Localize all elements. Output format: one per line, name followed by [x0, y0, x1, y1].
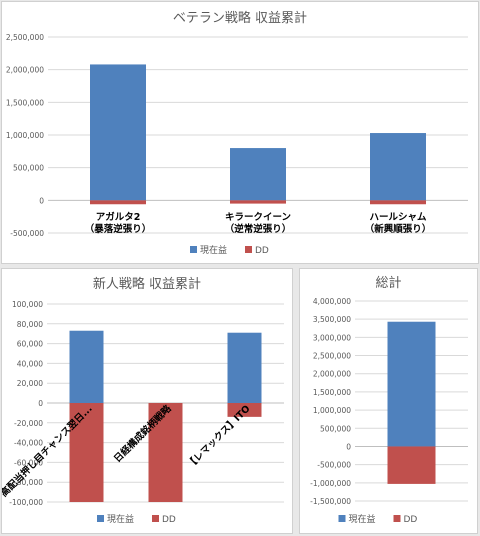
bar-drawdown [69, 403, 104, 502]
y-tick-label: 2,000,000 [6, 66, 44, 75]
legend-label: 現在益 [107, 513, 134, 525]
category-label: （暴落逆張り） [85, 223, 152, 235]
y-tick-label: 3,000,000 [313, 333, 351, 342]
legend-label: DD [162, 515, 176, 525]
chart-panel-rookie: 新人戦略 収益累計 -100,000 -80,000 -60,000 -40,000 -2… [1, 268, 293, 534]
y-tick-label: 100,000 [12, 300, 43, 309]
y-tick-label: 0 [346, 442, 351, 451]
y-tick-label: -20,000 [14, 419, 43, 428]
veteran-chart: ベテラン戦略 収益累計 -500,000 0 500,000 1,000,000 1,50… [6, 10, 468, 256]
y-tick-label: 2,500,000 [313, 352, 351, 361]
bar-drawdown [90, 200, 146, 205]
y-tick-label: -500,000 [10, 229, 44, 238]
category-label: アガルタ2 [96, 211, 141, 223]
y-tick-label: 1,500,000 [6, 98, 44, 107]
legend-swatch [152, 515, 159, 522]
y-tick-label: 2,500,000 [6, 33, 44, 42]
legend-swatch [245, 246, 252, 253]
y-tick-label: -1,500,000 [310, 497, 351, 506]
y-tick-label: 4,000,000 [313, 297, 351, 306]
y-tick-label: 1,500,000 [313, 388, 351, 397]
bar-current-profit [227, 332, 262, 403]
chart-title: 新人戦略 収益累計 [93, 276, 201, 292]
bar-drawdown [230, 200, 286, 204]
y-tick-label: -1,000,000 [310, 479, 351, 488]
bar-drawdown [148, 403, 183, 502]
chart-panel-total: 総計 -1,500,000 -1,000,000 -500,000 0 500,000 1,… [299, 268, 478, 534]
bar-drawdown [227, 403, 262, 417]
rookie-chart: 新人戦略 収益累計 -100,000 -80,000 -60,000 -40,000 -2… [2, 276, 284, 525]
category-label: キラークイーン [225, 212, 291, 223]
y-tick-label: 3,500,000 [313, 315, 351, 324]
y-tick-label: 1,000,000 [313, 406, 351, 415]
legend-swatch [393, 515, 401, 522]
bar-current-profit [69, 330, 104, 403]
y-tick-label: -60,000 [14, 458, 43, 467]
legend-swatch [97, 515, 104, 522]
bar-current-profit [387, 321, 436, 447]
legend-label: DD [404, 515, 418, 525]
legend-swatch [338, 515, 346, 522]
chart-panel-veteran: ベテラン戦略 収益累計 -500,000 0 500,000 1,000,000 1,50… [1, 1, 479, 264]
bar-current-profit [230, 148, 286, 201]
y-tick-label: 40,000 [17, 359, 43, 368]
bar-current-profit [90, 64, 146, 201]
y-tick-label: -80,000 [14, 478, 43, 487]
y-tick-label: -100,000 [9, 498, 43, 507]
category-label: （逆常逆張り） [225, 223, 292, 235]
chart-title: ベテラン戦略 収益累計 [173, 10, 307, 26]
y-tick-label: 500,000 [320, 424, 351, 433]
y-tick-label: 80,000 [17, 320, 43, 329]
category-label: 【レマックス】ITO [185, 403, 253, 471]
y-tick-label: 500,000 [13, 164, 44, 173]
y-tick-label: 0 [39, 196, 44, 205]
legend-label: 現在益 [200, 244, 227, 256]
bar-drawdown [370, 200, 426, 205]
legend-label: 現在益 [349, 513, 376, 525]
category-label: （新興順張り） [365, 223, 432, 235]
y-tick-label: -40,000 [14, 439, 43, 448]
bar-drawdown [387, 446, 436, 484]
y-tick-label: 1,000,000 [6, 131, 44, 140]
y-tick-label: 0 [38, 399, 43, 408]
chart-title: 総計 [375, 275, 401, 291]
y-tick-label: 60,000 [17, 340, 43, 349]
total-chart: 総計 -1,500,000 -1,000,000 -500,000 0 500,000 1,… [310, 275, 468, 525]
bar-current-profit [370, 133, 426, 201]
y-tick-label: 20,000 [17, 379, 43, 388]
legend-swatch [190, 246, 197, 253]
category-label: ハールシャム [369, 212, 427, 223]
y-tick-label: -500,000 [317, 461, 351, 470]
legend-label: DD [255, 246, 269, 256]
y-tick-label: 2,000,000 [313, 370, 351, 379]
